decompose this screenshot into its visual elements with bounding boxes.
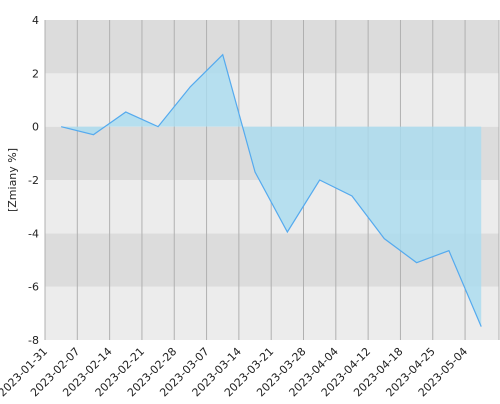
grid-band	[45, 286, 499, 340]
y-tick-label: -8	[28, 334, 39, 347]
area	[61, 54, 482, 327]
y-tick-label: 0	[32, 121, 39, 134]
y-axis-label: [Zmiany %]	[6, 148, 19, 212]
y-tick-label: -4	[28, 227, 39, 240]
y-tick-label: 4	[32, 14, 39, 27]
grid-band	[45, 73, 499, 127]
y-tick-label: -6	[28, 281, 39, 294]
y-tick-label: -2	[28, 174, 39, 187]
line	[61, 53, 482, 327]
grid-band	[45, 20, 499, 74]
y-tick-label: 2	[32, 67, 39, 80]
